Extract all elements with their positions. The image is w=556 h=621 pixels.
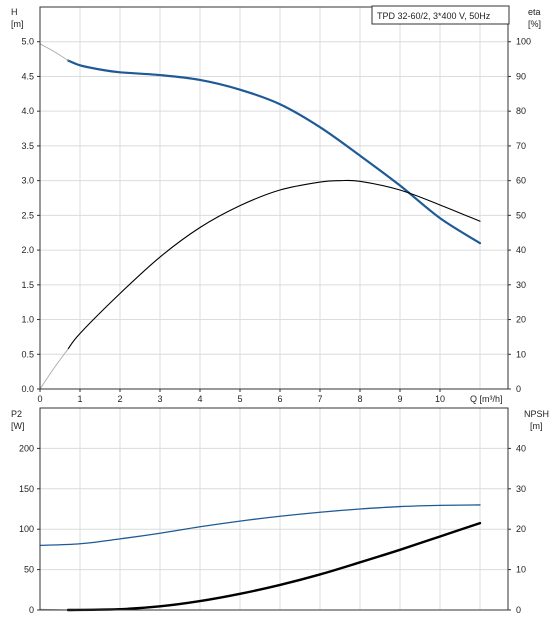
y2-tick-label: 90 — [516, 71, 526, 81]
series-line — [67, 179, 481, 350]
y2-axis-title-eta: eta — [528, 7, 541, 17]
y-tick-label: 100 — [19, 524, 34, 534]
x-tick-label: 10 — [435, 394, 445, 404]
y-tick-label: 2.5 — [21, 210, 34, 220]
y2-tick-label: 30 — [516, 280, 526, 290]
y2-tick-label: 0 — [516, 384, 521, 394]
series-line — [66, 59, 482, 245]
y-axis-unit-p2: [W] — [11, 421, 25, 431]
x-tick-label: 6 — [277, 394, 282, 404]
y-tick-label: 5.0 — [21, 37, 34, 47]
y2-tick-label: 50 — [516, 210, 526, 220]
y-axis-unit-h: [m] — [11, 19, 24, 29]
x-tick-label: 7 — [317, 394, 322, 404]
y2-axis-unit-eta: [%] — [528, 19, 541, 29]
y2-axis-unit-npsh: [m] — [530, 421, 543, 431]
y2-tick-label: 0 — [516, 605, 521, 615]
x-tick-label: 9 — [397, 394, 402, 404]
series-line — [39, 348, 69, 390]
series-line — [39, 504, 481, 547]
y-tick-label: 50 — [24, 565, 34, 575]
y-tick-label: 4.0 — [21, 106, 34, 116]
y2-axis-title-npsh: NPSH — [524, 409, 549, 419]
chart-title: TPD 32-60/2, 3*400 V, 50Hz — [377, 11, 491, 21]
y2-tick-label: 60 — [516, 176, 526, 186]
x-tick-label: 1 — [77, 394, 82, 404]
y-tick-label: 3.0 — [21, 176, 34, 186]
y-tick-label: 1.0 — [21, 315, 34, 325]
x-tick-label: 3 — [157, 394, 162, 404]
plot-frame — [39, 407, 509, 611]
y2-tick-label: 80 — [516, 106, 526, 116]
y-axis-title-p2: P2 — [11, 409, 22, 419]
y2-tick-label: 100 — [516, 37, 531, 47]
y-tick-label: 4.5 — [21, 71, 34, 81]
x-tick-label: 0 — [37, 394, 42, 404]
y2-tick-label: 40 — [516, 245, 526, 255]
y-tick-label: 3.5 — [21, 141, 34, 151]
x-axis-title: Q [m³/h] — [470, 394, 503, 404]
y-tick-label: 0 — [29, 605, 34, 615]
y2-tick-label: 40 — [516, 443, 526, 453]
y2-tick-label: 10 — [516, 349, 526, 359]
y-tick-label: 200 — [19, 443, 34, 453]
x-tick-label: 2 — [117, 394, 122, 404]
series-line — [39, 43, 69, 61]
y-tick-label: 0.5 — [21, 349, 34, 359]
plot-frame — [39, 6, 509, 390]
x-tick-label: 5 — [237, 394, 242, 404]
y2-tick-label: 20 — [516, 524, 526, 534]
y-tick-label: 0.0 — [21, 384, 34, 394]
x-tick-label: 8 — [357, 394, 362, 404]
y-tick-label: 2.0 — [21, 245, 34, 255]
y2-tick-label: 20 — [516, 315, 526, 325]
y-tick-label: 150 — [19, 484, 34, 494]
y-tick-label: 1.5 — [21, 280, 34, 290]
x-tick-label: 4 — [197, 394, 202, 404]
series-line — [66, 521, 482, 612]
y-axis-title-h: H — [11, 7, 18, 17]
y2-tick-label: 10 — [516, 565, 526, 575]
chart-title-box — [371, 5, 510, 25]
y2-tick-label: 70 — [516, 141, 526, 151]
y2-tick-label: 30 — [516, 484, 526, 494]
